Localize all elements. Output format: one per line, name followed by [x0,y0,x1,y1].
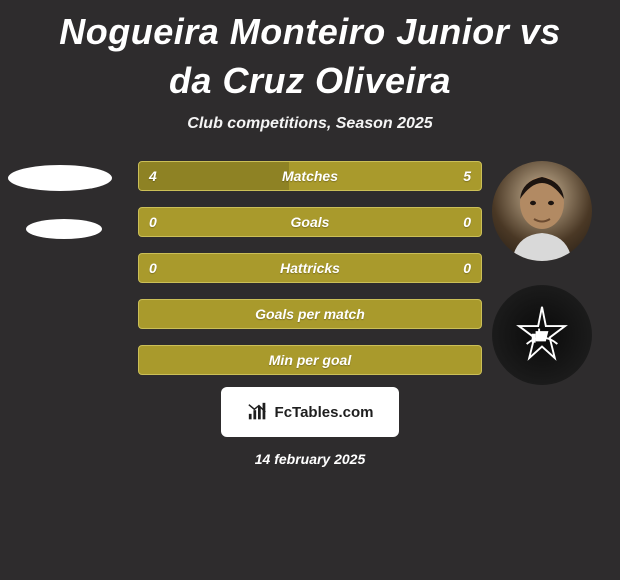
bar-value-right: 5 [463,168,471,184]
bar-row: 0Goals0 [138,207,482,237]
comparison-chart: 4Matches50Goals00Hattricks0Goals per mat… [0,161,620,381]
brand-badge: FcTables.com [221,387,399,437]
bar-row: Goals per match [138,299,482,329]
bar-label: Min per goal [139,352,481,368]
bar-label: Matches [139,168,481,184]
bar-row: Min per goal [138,345,482,375]
left-oval-large [8,165,112,191]
bar-label: Goals [139,214,481,230]
bar-chart-icon [247,401,269,423]
club-crest [492,285,592,385]
player-head-icon [492,161,592,261]
bar-label: Hattricks [139,260,481,276]
bar-row: 0Hattricks0 [138,253,482,283]
club-crest-icon [510,303,574,367]
bars-container: 4Matches50Goals00Hattricks0Goals per mat… [138,161,482,391]
bar-value-right: 0 [463,214,471,230]
subtitle: Club competitions, Season 2025 [0,115,620,133]
brand-label: FcTables.com [275,404,374,421]
bar-label: Goals per match [139,306,481,322]
bar-value-right: 0 [463,260,471,276]
bar-row: 4Matches5 [138,161,482,191]
page-title: Nogueira Monteiro Junior vs da Cruz Oliv… [0,0,620,105]
player-portrait [492,161,592,261]
left-oval-small [26,219,102,239]
left-ovals [8,165,112,239]
right-portraits [492,161,592,409]
date-text: 14 february 2025 [0,451,620,467]
